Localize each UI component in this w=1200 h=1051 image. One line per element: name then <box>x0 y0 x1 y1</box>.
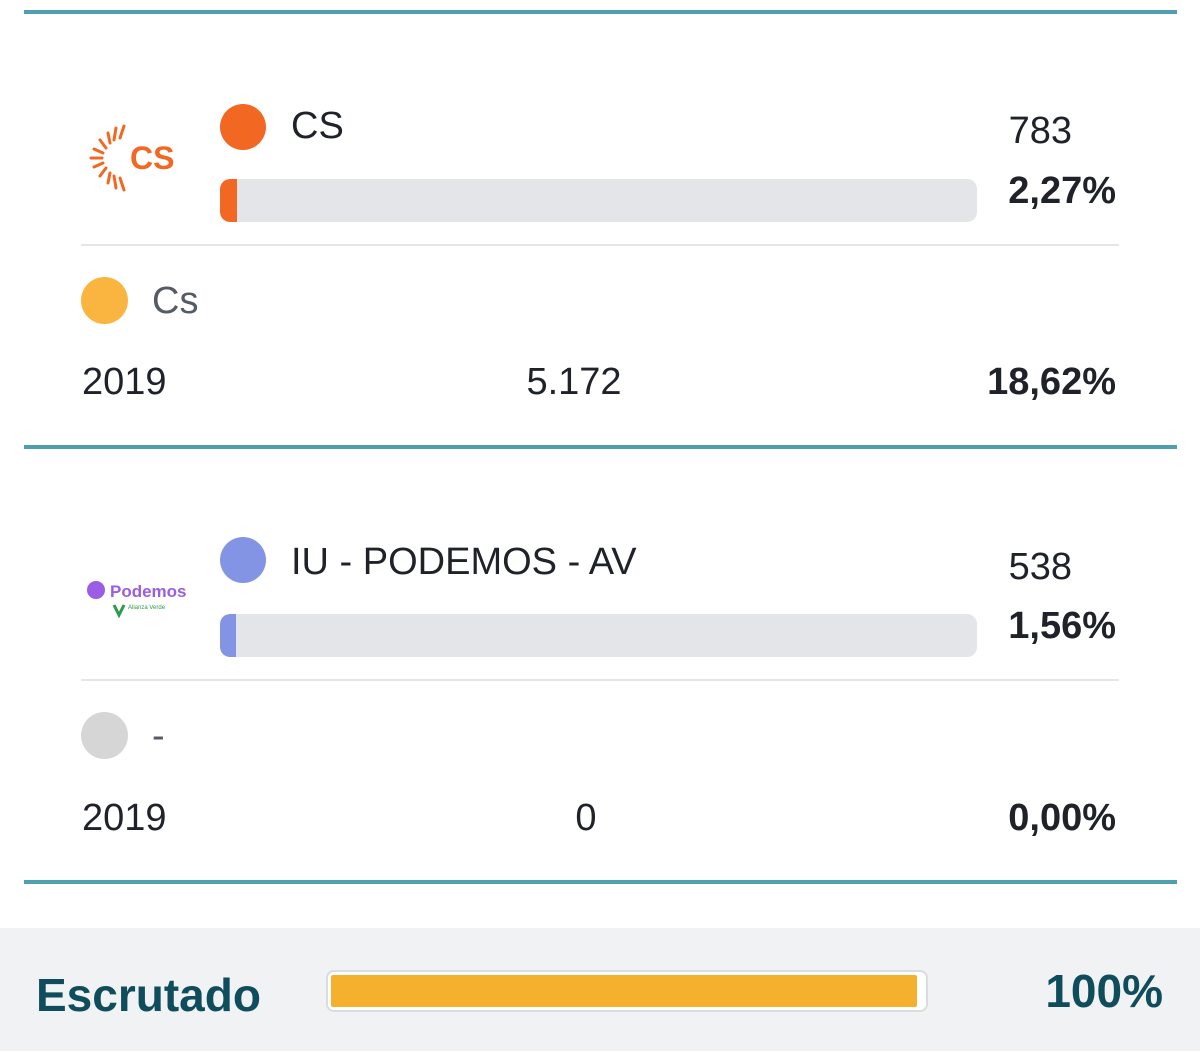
party-percent: 1,56% <box>1008 605 1116 647</box>
prev-percent: 0,00% <box>1008 797 1116 839</box>
podemos-logo-text: Podemos <box>110 582 187 601</box>
podemos-logo-graphic: Podemos Alianza Verde <box>87 581 187 619</box>
vote-share-fill <box>220 614 236 657</box>
prev-year: 2019 <box>82 361 167 403</box>
vote-share-bar <box>220 614 977 657</box>
party-name: CS <box>291 105 344 147</box>
prev-party-name: Cs <box>152 280 199 322</box>
party-card-cs: CS CS 783 2,27% Cs 2019 5.172 18,62% <box>0 14 1200 449</box>
scrutiny-label: Escrutado <box>36 969 261 1021</box>
prev-votes: 5.172 <box>526 361 622 403</box>
prev-votes: 0 <box>575 797 597 839</box>
cs-logo: CS <box>86 122 196 194</box>
prev-color-dot <box>81 712 128 759</box>
iu-podemos-color-dot <box>220 537 266 583</box>
scrutiny-progress-bar <box>326 970 928 1012</box>
cs-logo-graphic: CS <box>89 124 174 192</box>
party-card-iu-podemos-av: Podemos Alianza Verde IU - PODEMOS - AV … <box>0 449 1200 884</box>
podemos-logo: Podemos Alianza Verde <box>86 577 198 625</box>
vote-share-fill <box>220 179 237 222</box>
section-rule-top <box>24 10 1177 14</box>
prev-percent: 18,62% <box>987 361 1116 403</box>
scrutiny-footer: Escrutado 100% <box>0 928 1200 1051</box>
row-divider <box>81 679 1119 681</box>
section-rule <box>24 445 1177 449</box>
party-votes: 538 <box>1008 546 1072 588</box>
party-percent: 2,27% <box>1008 170 1116 212</box>
scrutiny-percent: 100% <box>1045 965 1163 1017</box>
party-votes: 783 <box>1008 110 1072 152</box>
row-divider <box>81 244 1119 246</box>
prev-year: 2019 <box>82 797 167 839</box>
prev-color-dot <box>81 277 128 324</box>
party-name: IU - PODEMOS - AV <box>291 541 637 583</box>
vote-share-bar <box>220 179 977 222</box>
section-rule-bottom <box>24 880 1177 884</box>
podemos-logo-subtext: Alianza Verde <box>128 605 166 611</box>
cs-logo-text: CS <box>130 140 174 176</box>
scrutiny-progress-fill <box>331 975 917 1007</box>
prev-party-name: - <box>152 715 165 757</box>
cs-color-dot <box>220 104 266 150</box>
